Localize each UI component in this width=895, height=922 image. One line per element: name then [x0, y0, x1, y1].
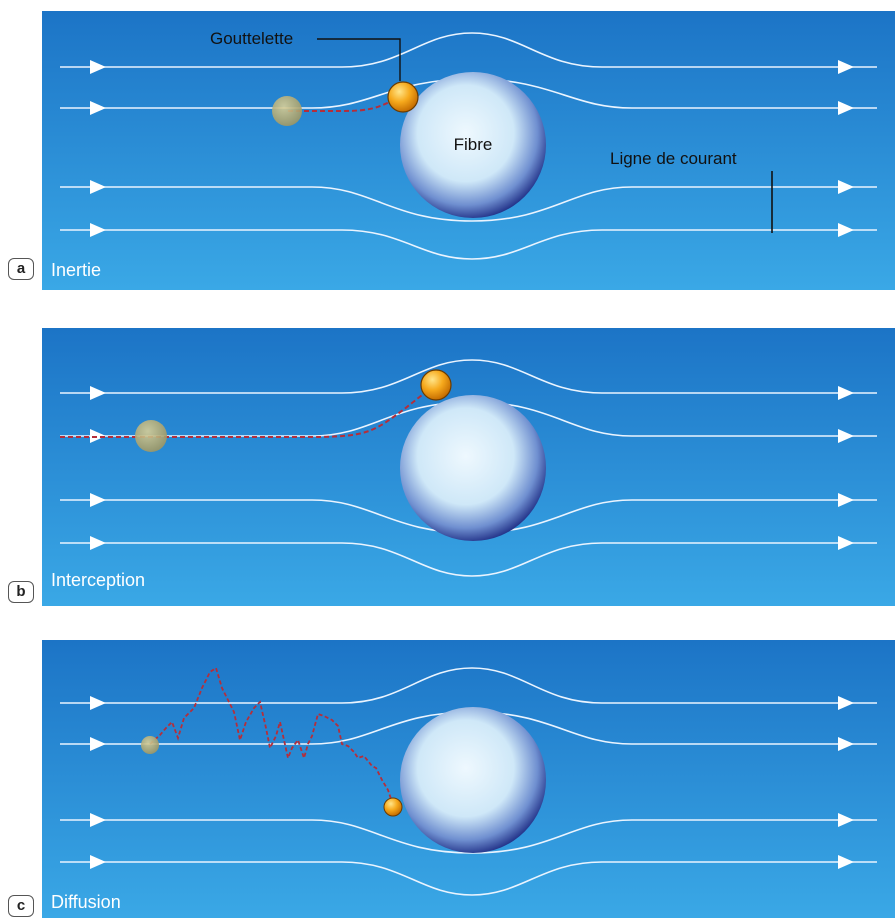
streamline: [60, 667, 877, 704]
arrow-icon: [90, 223, 106, 237]
fibre: [400, 395, 546, 541]
streamline: [60, 359, 877, 394]
panel-letter: b: [8, 581, 34, 603]
fibre-label: Fibre: [454, 135, 493, 154]
arrow-icon: [90, 60, 106, 74]
arrow-markers: [90, 60, 854, 237]
arrow-icon: [90, 493, 106, 507]
panel-inertia: Gouttelette Fibre Ligne de courant Inert…: [42, 11, 895, 290]
arrow-icon: [90, 429, 106, 443]
panel-diffusion: Diffusion: [42, 640, 895, 918]
panel-letter: c: [8, 895, 34, 917]
arrow-icon: [90, 813, 106, 827]
arrow-icon: [838, 493, 854, 507]
arrow-icon: [90, 386, 106, 400]
arrow-icon: [838, 60, 854, 74]
droplet-trajectory: [288, 100, 393, 112]
streamline: [60, 229, 877, 260]
panel-caption: Inertie: [51, 260, 101, 280]
arrow-icon: [838, 429, 854, 443]
arrow-icon: [838, 855, 854, 869]
arrow-icon: [90, 855, 106, 869]
panel-inertia-diagram: Gouttelette Fibre Ligne de courant Inert…: [42, 11, 895, 290]
streamline: [60, 32, 877, 68]
droplet: [383, 797, 403, 817]
arrow-icon: [838, 386, 854, 400]
droplet: [387, 81, 419, 113]
droplet-initial-position: [272, 96, 302, 126]
arrow-icon: [90, 536, 106, 550]
arrow-icon: [90, 101, 106, 115]
arrow-icon: [838, 737, 854, 751]
droplet-initial-position: [141, 736, 159, 754]
fibre: [400, 707, 546, 853]
panel-interception: Interception: [42, 328, 895, 606]
droplet: [420, 369, 452, 401]
arrow-icon: [90, 180, 106, 194]
droplet-leader-line: [317, 38, 401, 81]
arrow-icon: [838, 180, 854, 194]
arrow-icon: [90, 696, 106, 710]
fibre: [400, 72, 546, 218]
arrow-icon: [838, 223, 854, 237]
panel-caption: Interception: [51, 570, 145, 590]
arrow-icon: [838, 536, 854, 550]
streamline: [60, 861, 877, 896]
droplet-trajectory: [60, 384, 437, 438]
droplet-label: Gouttelette: [210, 29, 293, 48]
panel-letter: a: [8, 258, 34, 280]
streamline: [60, 819, 877, 854]
streamline: [60, 186, 877, 222]
streamline: [60, 542, 877, 577]
arrow-icon: [90, 737, 106, 751]
arrow-icon: [838, 101, 854, 115]
panel-caption: Diffusion: [51, 892, 121, 912]
streamline-label: Ligne de courant: [610, 149, 737, 168]
arrow-markers: [90, 386, 854, 550]
panel-diffusion-diagram: Diffusion: [42, 640, 895, 918]
droplet-trajectory: [149, 666, 393, 803]
droplet-initial-position: [135, 420, 167, 452]
arrow-icon: [838, 696, 854, 710]
panel-interception-diagram: Interception: [42, 328, 895, 606]
arrow-markers: [90, 696, 854, 869]
arrow-icon: [838, 813, 854, 827]
